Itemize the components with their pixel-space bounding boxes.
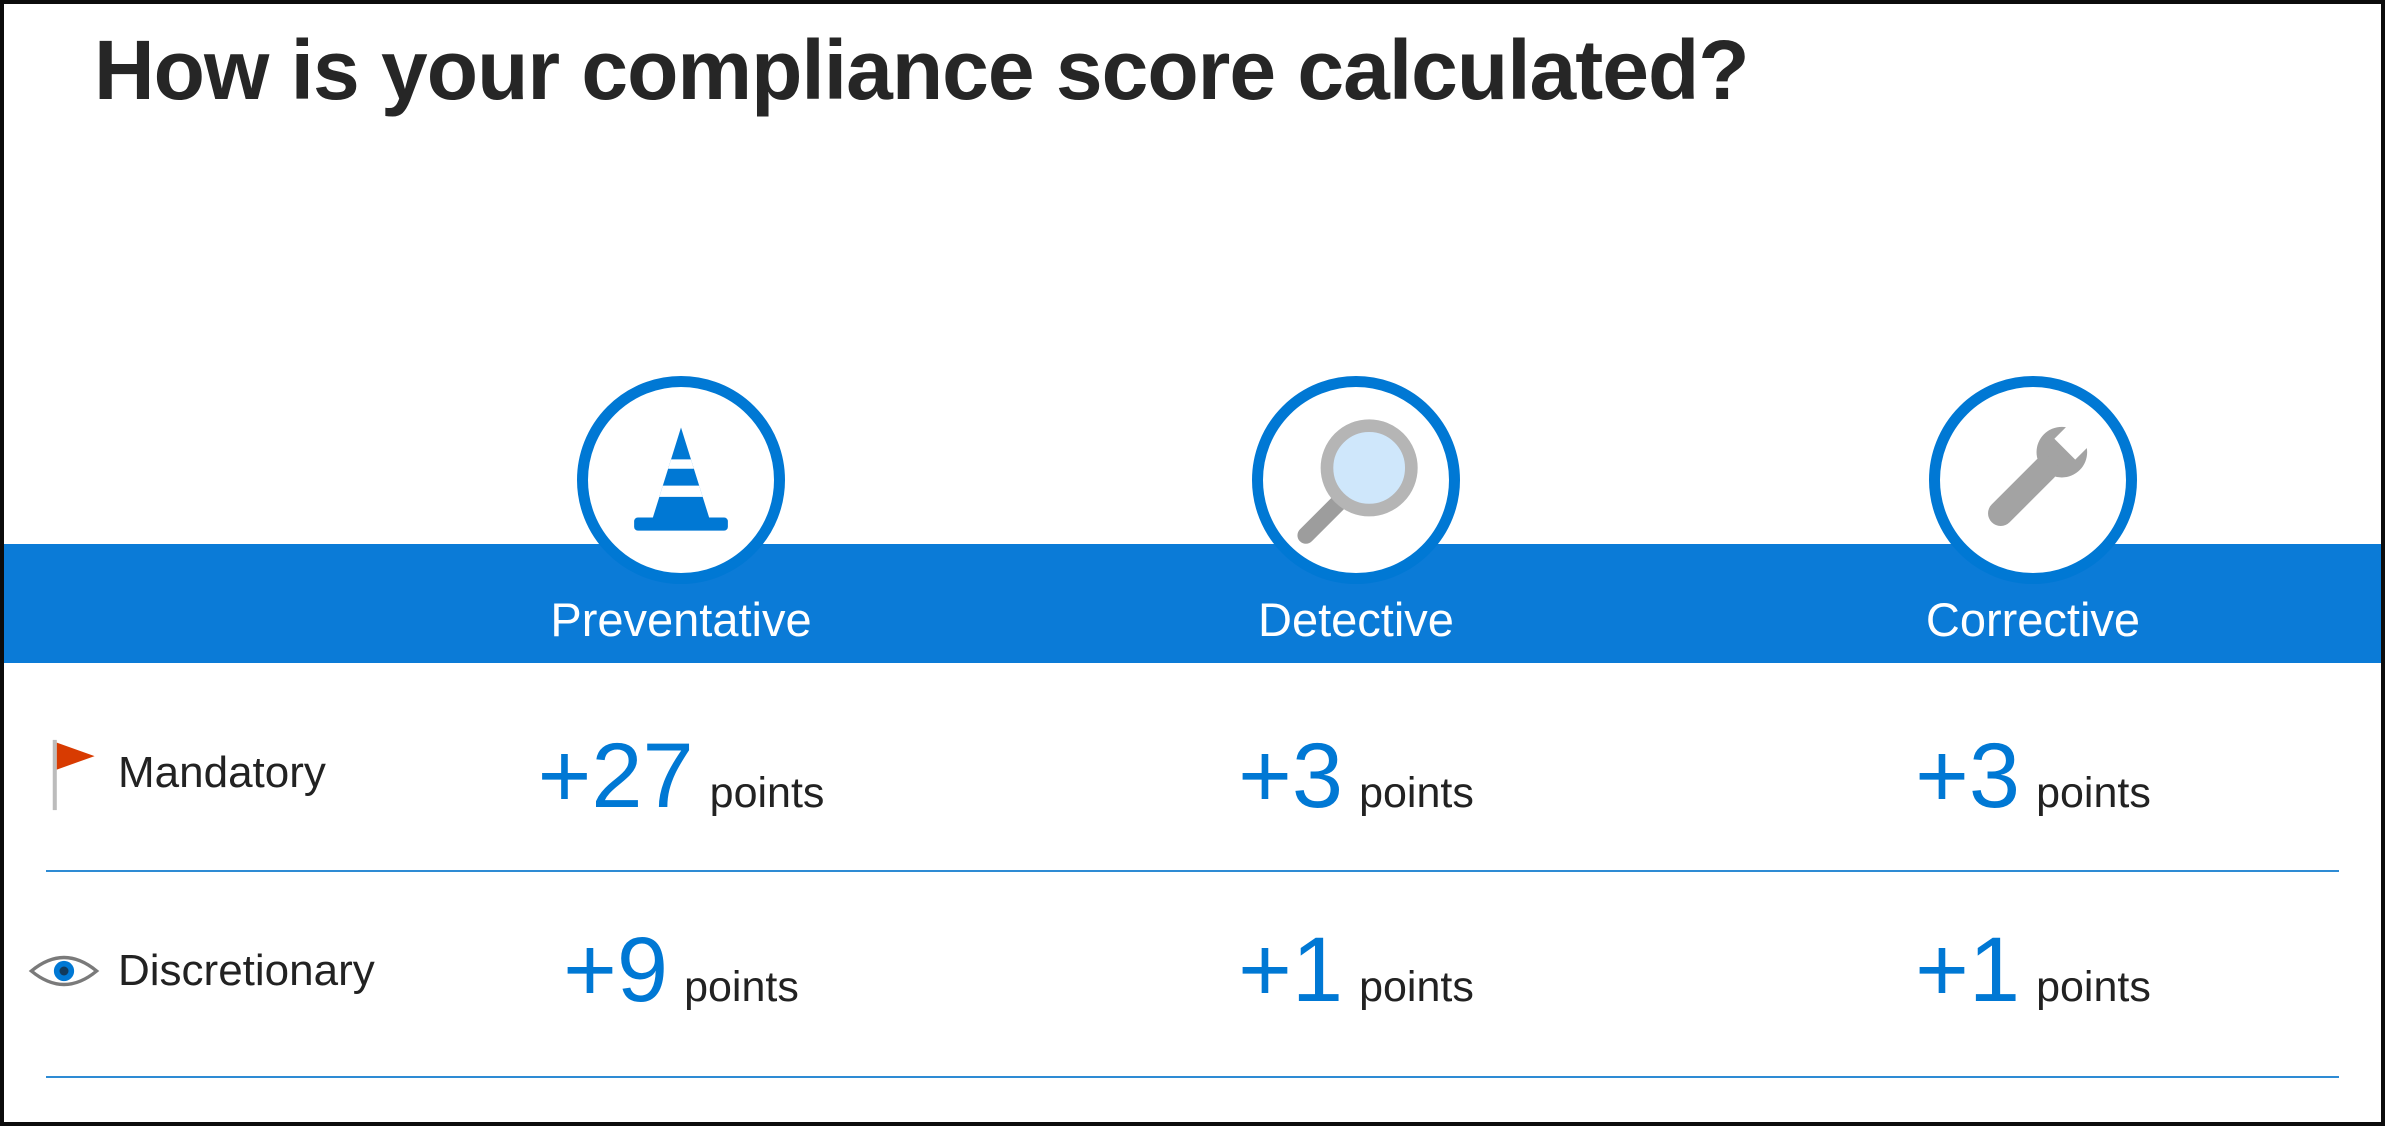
row-label-discretionary: Discretionary xyxy=(118,946,375,995)
points-unit: points xyxy=(709,769,825,817)
points-cell-discretionary-corrective: +1 points xyxy=(1693,919,2373,1021)
traffic-cone-icon xyxy=(634,427,728,531)
points-cell-discretionary-detective: +1 points xyxy=(1016,919,1696,1021)
points-unit: points xyxy=(684,963,799,1011)
row-divider xyxy=(46,1076,2339,1078)
points-cell-mandatory-preventative: +27 points xyxy=(341,725,1021,827)
points-value: +9 xyxy=(563,919,669,1021)
points-value: +3 xyxy=(1238,725,1344,827)
detective-circle xyxy=(1252,376,1460,584)
row-label-mandatory: Mandatory xyxy=(118,748,326,797)
points-cell-discretionary-preventative: +9 points xyxy=(341,919,1021,1021)
magnifier-icon xyxy=(1296,418,1418,544)
column-label-detective: Detective xyxy=(1258,593,1454,646)
preventative-circle xyxy=(577,376,785,584)
points-unit: points xyxy=(2036,963,2151,1011)
eye-icon xyxy=(28,947,100,995)
points-unit: points xyxy=(1359,769,1474,817)
points-value: +3 xyxy=(1915,725,2021,827)
points-value: +1 xyxy=(1915,919,2021,1021)
wrench-icon xyxy=(1987,418,2095,526)
points-unit: points xyxy=(1359,963,1474,1011)
points-unit: points xyxy=(2036,769,2151,817)
points-cell-mandatory-corrective: +3 points xyxy=(1693,725,2373,827)
page-title: How is your compliance score calculated? xyxy=(94,23,1750,117)
corrective-circle xyxy=(1929,376,2137,584)
points-cell-mandatory-detective: +3 points xyxy=(1016,725,1696,827)
column-label-preventative: Preventative xyxy=(550,593,812,646)
row-divider xyxy=(46,870,2339,872)
points-value: +1 xyxy=(1238,919,1344,1021)
column-label-corrective: Corrective xyxy=(1925,593,2141,646)
flag-icon xyxy=(46,737,100,813)
points-value: +27 xyxy=(537,725,694,827)
